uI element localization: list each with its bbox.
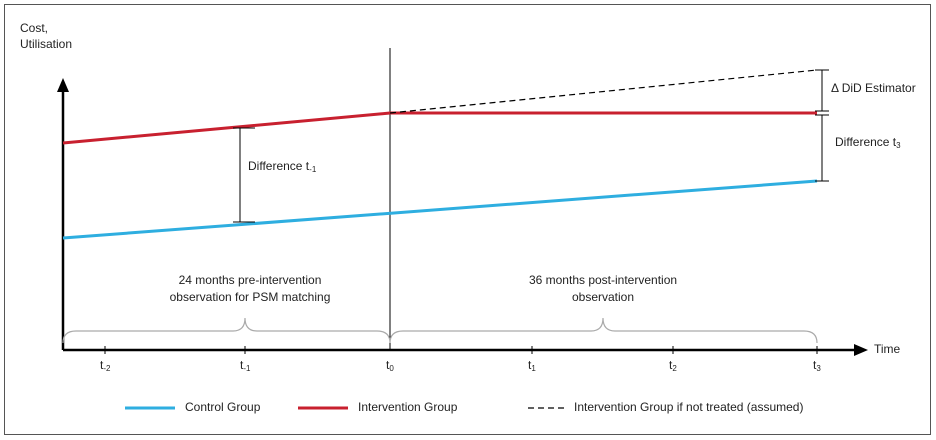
tick-sub: 2 (672, 364, 677, 373)
control-line (62, 179, 818, 240)
difference-post-label: Difference t3 (835, 135, 901, 150)
tick-label: t1 (528, 358, 536, 373)
legend-label: Intervention Group (358, 400, 458, 414)
pre-brace (62, 317, 391, 344)
post-period-label: 36 months post-intervention (529, 273, 677, 287)
label-base: Difference t (248, 159, 310, 173)
tick-label: t-2 (100, 358, 111, 373)
legend-label: Intervention Group if not treated (assum… (574, 400, 803, 414)
y-axis-label: Utilisation (20, 37, 72, 51)
x-arrow (854, 344, 868, 356)
tick-base: t (528, 358, 532, 372)
difference-post-bracket (815, 69, 829, 182)
tick-base: t (669, 358, 673, 372)
x-axis-label: Time (874, 342, 901, 356)
tick-sub: -2 (103, 364, 111, 373)
tick-sub: -1 (243, 364, 251, 373)
post-brace (389, 317, 818, 344)
y-arrow (57, 78, 69, 92)
pre-period-label: 24 months pre-intervention (179, 273, 322, 287)
tick-base: t (813, 358, 817, 372)
legend-label: Control Group (185, 400, 261, 414)
label-sub: -1 (309, 165, 317, 174)
tick-label: t2 (669, 358, 677, 373)
counterfactual-line (389, 69, 818, 114)
legend: Control Group Intervention Group Interve… (125, 400, 803, 414)
y-axis-label: Cost, (20, 21, 48, 35)
did-label: Δ DiD Estimator (831, 81, 916, 95)
label-base: Difference t (835, 135, 897, 149)
tick-label: t3 (813, 358, 821, 373)
frame (4, 4, 931, 435)
tick-label: t0 (386, 358, 394, 373)
tick-sub: 1 (531, 364, 536, 373)
tick-base: t (100, 358, 104, 372)
difference-pre-bracket (233, 127, 255, 223)
tick-sub: 0 (389, 364, 394, 373)
intervention-line-red (62, 111, 817, 145)
tick-sub: 3 (816, 364, 821, 373)
difference-pre-label: Difference t-1 (248, 159, 317, 174)
post-period-label: observation (572, 290, 634, 304)
tick-label: t-1 (240, 358, 251, 373)
tick-base: t (240, 358, 244, 372)
label-sub: 3 (896, 141, 901, 150)
ticks: t-2 t-1 t0 t1 t2 t3 (100, 346, 821, 373)
pre-period-label: observation for PSM matching (170, 290, 331, 304)
tick-base: t (386, 358, 390, 372)
